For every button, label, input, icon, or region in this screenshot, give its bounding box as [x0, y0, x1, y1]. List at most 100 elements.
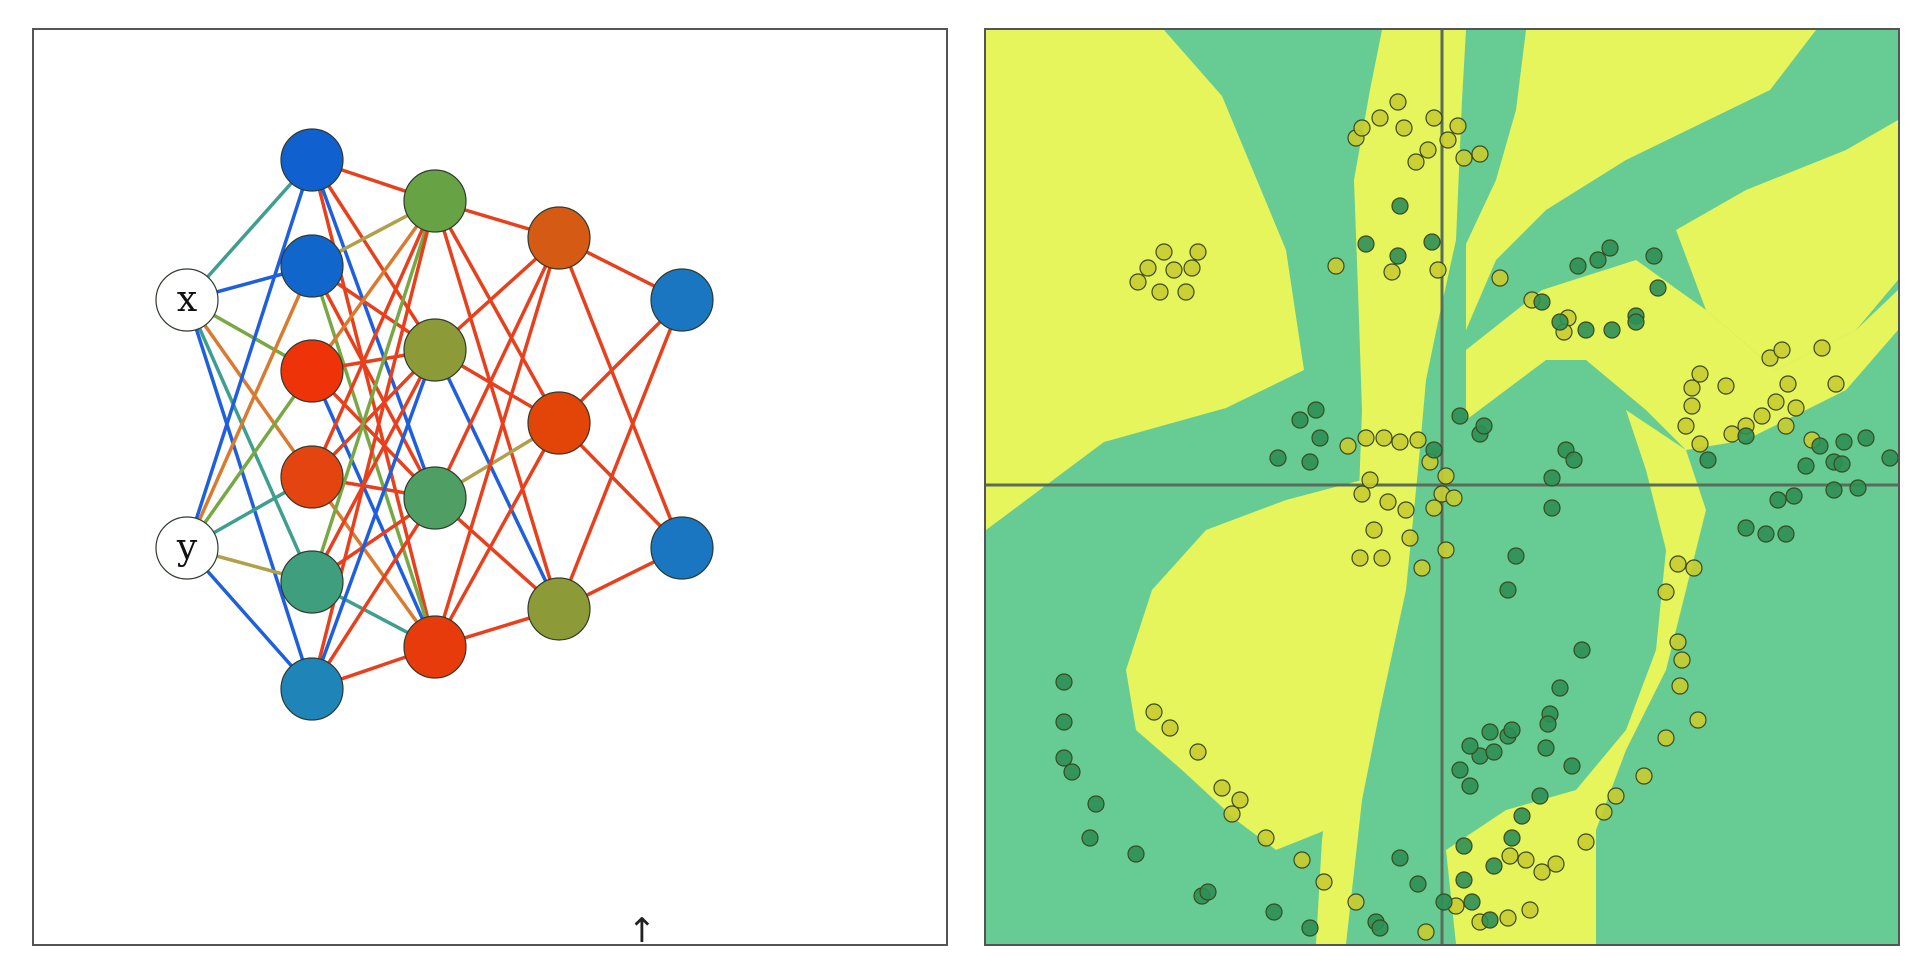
- yellow-data-point: [1177, 283, 1195, 301]
- yellow-data-point: [1669, 555, 1687, 573]
- network-edge: [310, 199, 437, 584]
- network-edge: [310, 199, 437, 691]
- yellow-data-point: [1339, 437, 1357, 455]
- yellow-data-point: [1521, 901, 1539, 919]
- green-data-point: [1371, 919, 1389, 937]
- green-data-point: [1881, 449, 1898, 467]
- green-data-point: [1461, 777, 1479, 795]
- yellow-data-point: [1397, 501, 1415, 519]
- hidden-node: [280, 550, 344, 614]
- yellow-data-point: [1425, 109, 1443, 127]
- green-data-point: [1455, 871, 1473, 889]
- yellow-data-point: [1383, 263, 1401, 281]
- yellow-region: [1466, 30, 1816, 330]
- green-data-point: [1481, 723, 1499, 741]
- hidden-node: [403, 615, 467, 679]
- yellow-data-point: [1723, 425, 1741, 443]
- green-data-point: [1435, 893, 1453, 911]
- yellow-data-point: [1437, 467, 1455, 485]
- yellow-data-point: [1547, 855, 1565, 873]
- yellow-data-point: [1491, 269, 1509, 287]
- green-data-point: [1777, 525, 1795, 543]
- green-data-point: [1081, 829, 1099, 847]
- green-data-point: [1573, 641, 1591, 659]
- yellow-data-point: [1417, 923, 1435, 941]
- yellow-data-point: [1315, 873, 1333, 891]
- green-data-point: [1543, 499, 1561, 517]
- green-data-point: [1513, 807, 1531, 825]
- yellow-data-point: [1419, 141, 1437, 159]
- green-data-point: [1503, 721, 1521, 739]
- input-node-label: y: [176, 527, 198, 568]
- green-data-point: [1507, 547, 1525, 565]
- yellow-data-point: [1165, 261, 1183, 279]
- green-data-point: [1543, 469, 1561, 487]
- yellow-data-point: [1449, 117, 1467, 135]
- green-data-point: [1737, 519, 1755, 537]
- output-node: [650, 516, 714, 580]
- network-edge: [185, 158, 314, 550]
- green-data-point: [1565, 451, 1583, 469]
- green-data-point: [1451, 407, 1469, 425]
- green-data-point: [1357, 235, 1375, 253]
- yellow-data-point: [1683, 379, 1701, 397]
- green-data-point: [1627, 313, 1645, 331]
- green-data-point: [1563, 757, 1581, 775]
- green-data-point: [1551, 679, 1569, 697]
- yellow-data-point: [1499, 909, 1517, 927]
- network-edge: [557, 298, 684, 611]
- hidden-node: [527, 577, 591, 641]
- green-data-point: [1601, 239, 1619, 257]
- yellow-data-point: [1685, 559, 1703, 577]
- green-data-point: [1569, 257, 1587, 275]
- yellow-data-point: [1787, 399, 1805, 417]
- green-data-point: [1087, 795, 1105, 813]
- green-data-point: [1423, 233, 1441, 251]
- yellow-data-point: [1189, 743, 1207, 761]
- network-edge: [310, 158, 437, 500]
- green-data-point: [1055, 749, 1073, 767]
- green-data-point: [1699, 451, 1717, 469]
- yellow-data-point: [1409, 431, 1427, 449]
- green-data-point: [1475, 417, 1493, 435]
- input-node: [155, 516, 219, 580]
- green-data-point: [1127, 845, 1145, 863]
- green-data-point: [1537, 739, 1555, 757]
- network-edge: [185, 264, 314, 550]
- green-data-point: [1531, 787, 1549, 805]
- network-edge: [310, 158, 437, 649]
- green-data-point: [1291, 411, 1309, 429]
- yellow-data-point: [1455, 149, 1473, 167]
- yellow-data-point: [1257, 829, 1275, 847]
- green-data-point: [1265, 903, 1283, 921]
- yellow-data-point: [1677, 417, 1695, 435]
- yellow-data-point: [1595, 803, 1613, 821]
- yellow-data-point: [1669, 633, 1687, 651]
- yellow-data-point: [1129, 273, 1147, 291]
- yellow-data-point: [1773, 341, 1791, 359]
- input-node-label: x: [177, 279, 197, 320]
- network-edge: [310, 199, 437, 373]
- yellow-data-point: [1161, 719, 1179, 737]
- hidden-node: [280, 128, 344, 192]
- yellow-data-point: [1357, 429, 1375, 447]
- yellow-data-point: [1689, 711, 1707, 729]
- network-edge: [433, 348, 561, 611]
- yellow-data-point: [1371, 109, 1389, 127]
- hidden-node: [280, 234, 344, 298]
- network-edge: [185, 298, 314, 584]
- green-data-point: [1833, 455, 1851, 473]
- yellow-data-point: [1213, 779, 1231, 797]
- hidden-node: [403, 466, 467, 530]
- yellow-data-point: [1429, 261, 1447, 279]
- network-edge: [185, 298, 314, 479]
- network-edge: [185, 369, 314, 550]
- input-node: [155, 268, 219, 332]
- data-points: [1055, 93, 1898, 941]
- hidden-node: [403, 318, 467, 382]
- green-data-point: [1311, 429, 1329, 447]
- yellow-data-point: [1691, 365, 1709, 383]
- yellow-data-point: [1139, 259, 1157, 277]
- green-data-point: [1301, 919, 1319, 937]
- yellow-data-point: [1813, 339, 1831, 357]
